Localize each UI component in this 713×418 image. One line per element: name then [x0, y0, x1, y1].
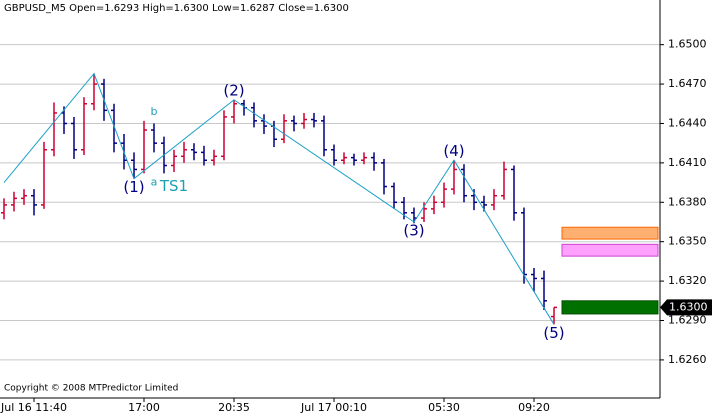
- ohlc-bar: [261, 114, 267, 134]
- ohlc-bar: [301, 112, 307, 129]
- ohlc-bar: [211, 149, 217, 166]
- ohlc-bar: [1, 198, 7, 220]
- y-tick-label: 1.6500: [668, 38, 707, 51]
- x-tick-label: 09:20: [518, 401, 550, 414]
- x-tick-label: Jul 17 00:10: [300, 401, 367, 414]
- ohlc-bar: [231, 99, 237, 124]
- wave-label: a: [151, 175, 158, 188]
- ohlc-bar: [451, 160, 457, 195]
- ohlc-bar: [51, 102, 57, 157]
- ohlc-bar: [71, 116, 77, 159]
- x-tick-label: 20:35: [218, 401, 250, 414]
- wave-line: [3, 72, 555, 325]
- y-tick-label: 1.6260: [668, 353, 707, 366]
- ohlc-bar: [391, 182, 397, 209]
- wave-label: TS1: [159, 177, 188, 195]
- ohlc-bar: [21, 189, 27, 205]
- wave-label: b: [151, 105, 158, 118]
- ohlc-bar: [381, 158, 387, 195]
- ohlc-bar: [221, 110, 227, 161]
- ohlc-bar: [151, 123, 157, 153]
- ohlc-bar: [341, 152, 347, 165]
- ohlc-bar: [91, 73, 97, 111]
- ohlc-bar: [351, 153, 357, 166]
- y-tick-label: 1.6320: [668, 274, 707, 287]
- y-tick-label: 1.6290: [668, 314, 707, 327]
- ohlc-bar: [361, 152, 367, 165]
- wave-label: (5): [543, 324, 564, 342]
- ohlc-bar: [461, 164, 467, 203]
- ohlc-bar: [291, 115, 297, 132]
- ohlc-bar: [491, 189, 497, 211]
- ohlc-bar: [511, 165, 517, 221]
- wave-label: (2): [223, 81, 244, 99]
- ohlc-bar: [171, 149, 177, 173]
- ohlc-bar: [111, 103, 117, 153]
- ohlc-bar: [141, 120, 147, 174]
- chart-title: GBPUSD_M5 Open=1.6293 High=1.6300 Low=1.…: [4, 3, 349, 14]
- ohlc-bar: [181, 141, 187, 163]
- y-tick-label: 1.6380: [668, 195, 707, 208]
- y-tick-label: 1.6440: [668, 116, 707, 129]
- ohlc-bar: [321, 115, 327, 157]
- ohlc-bar: [311, 112, 317, 128]
- ohlc-bar: [251, 102, 257, 128]
- ohlc-bar: [131, 152, 137, 179]
- x-tick-label: 17:00: [128, 401, 160, 414]
- ohlc-bar: [11, 191, 17, 212]
- x-tick-label: 05:30: [428, 401, 460, 414]
- y-tick-label: 1.6410: [668, 156, 707, 169]
- ohlc-bar: [431, 195, 437, 215]
- ohlc-bar: [421, 202, 427, 222]
- ohlc-bar: [531, 267, 537, 292]
- wave-label: (1): [123, 178, 144, 196]
- x-tick-label: Jul 16 11:40: [0, 401, 67, 414]
- ohlc-bar: [521, 207, 527, 284]
- target-zone: [561, 226, 659, 240]
- target-zone: [561, 300, 659, 315]
- ohlc-bar: [501, 161, 507, 200]
- y-tick-label: 1.6470: [668, 77, 707, 90]
- ohlc-bar: [551, 306, 557, 325]
- ohlc-bar: [191, 143, 197, 161]
- ohlc-bar: [331, 144, 337, 166]
- ohlc-bar: [201, 145, 207, 166]
- price-marker: [660, 299, 712, 316]
- ohlc-bar: [281, 114, 287, 144]
- ohlc-bar: [41, 141, 47, 209]
- footnote: Copyright © 2008 MTPredictor Limited: [4, 384, 178, 394]
- ohlc-bar: [441, 182, 447, 208]
- ohlc-bar: [81, 97, 87, 155]
- ohlc-bar: [31, 189, 37, 216]
- wave-label: (4): [443, 142, 464, 160]
- target-zone: [561, 243, 659, 257]
- ohlc-bar: [541, 270, 547, 310]
- ohlc-bar: [371, 152, 377, 171]
- price-marker-label: 1.6300: [669, 300, 708, 313]
- y-tick-label: 1.6350: [668, 235, 707, 248]
- wave-label: (3): [403, 221, 424, 239]
